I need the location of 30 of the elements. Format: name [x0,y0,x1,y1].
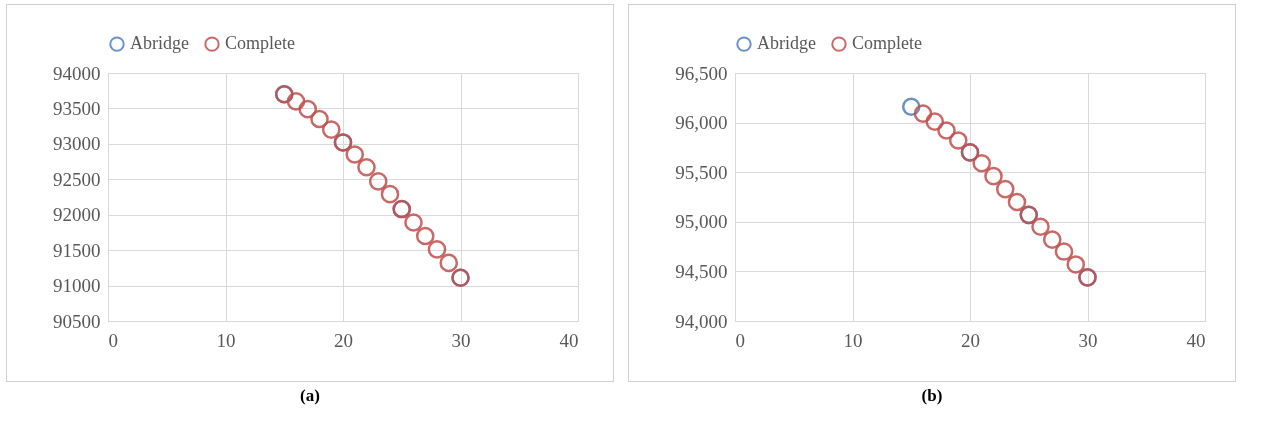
text: (b) [921,386,943,406]
y-tick-label: 94,000 [675,310,728,332]
legend-label: Abridge [130,33,189,54]
y-tick-label: 93500 [53,97,101,119]
legend-label: Complete [852,33,922,54]
x-tick-label: 10 [216,329,236,351]
y-tick-label: 96,000 [675,112,728,134]
x-tick-label: 40 [1186,329,1206,351]
y-tick-label: 93000 [53,133,101,155]
legend-label: Abridge [757,33,816,54]
text: (a) [300,386,320,406]
y-tick-label: 92500 [53,168,101,190]
x-tick-label: 40 [559,329,579,351]
x-tick-label: 0 [108,329,118,351]
y-tick-label: 91000 [53,275,101,297]
x-tick-label: 20 [961,329,980,351]
y-tick-label: 94,500 [675,260,728,282]
y-tick-label: 91500 [53,239,101,261]
x-tick-label: 20 [334,329,353,351]
y-tick-label: 92000 [53,204,101,226]
y-tick-label: 94000 [53,62,101,84]
x-tick-label: 0 [735,329,745,351]
y-tick-label: 96,500 [675,62,728,84]
legend-label: Complete [225,33,295,54]
y-tick-label: 95,500 [675,161,728,183]
x-tick-label: 30 [1078,329,1098,351]
y-tick-label: 90500 [53,310,101,332]
x-tick-label: 30 [451,329,471,351]
x-tick-label: 10 [843,329,863,351]
y-tick-label: 95,000 [675,211,728,233]
